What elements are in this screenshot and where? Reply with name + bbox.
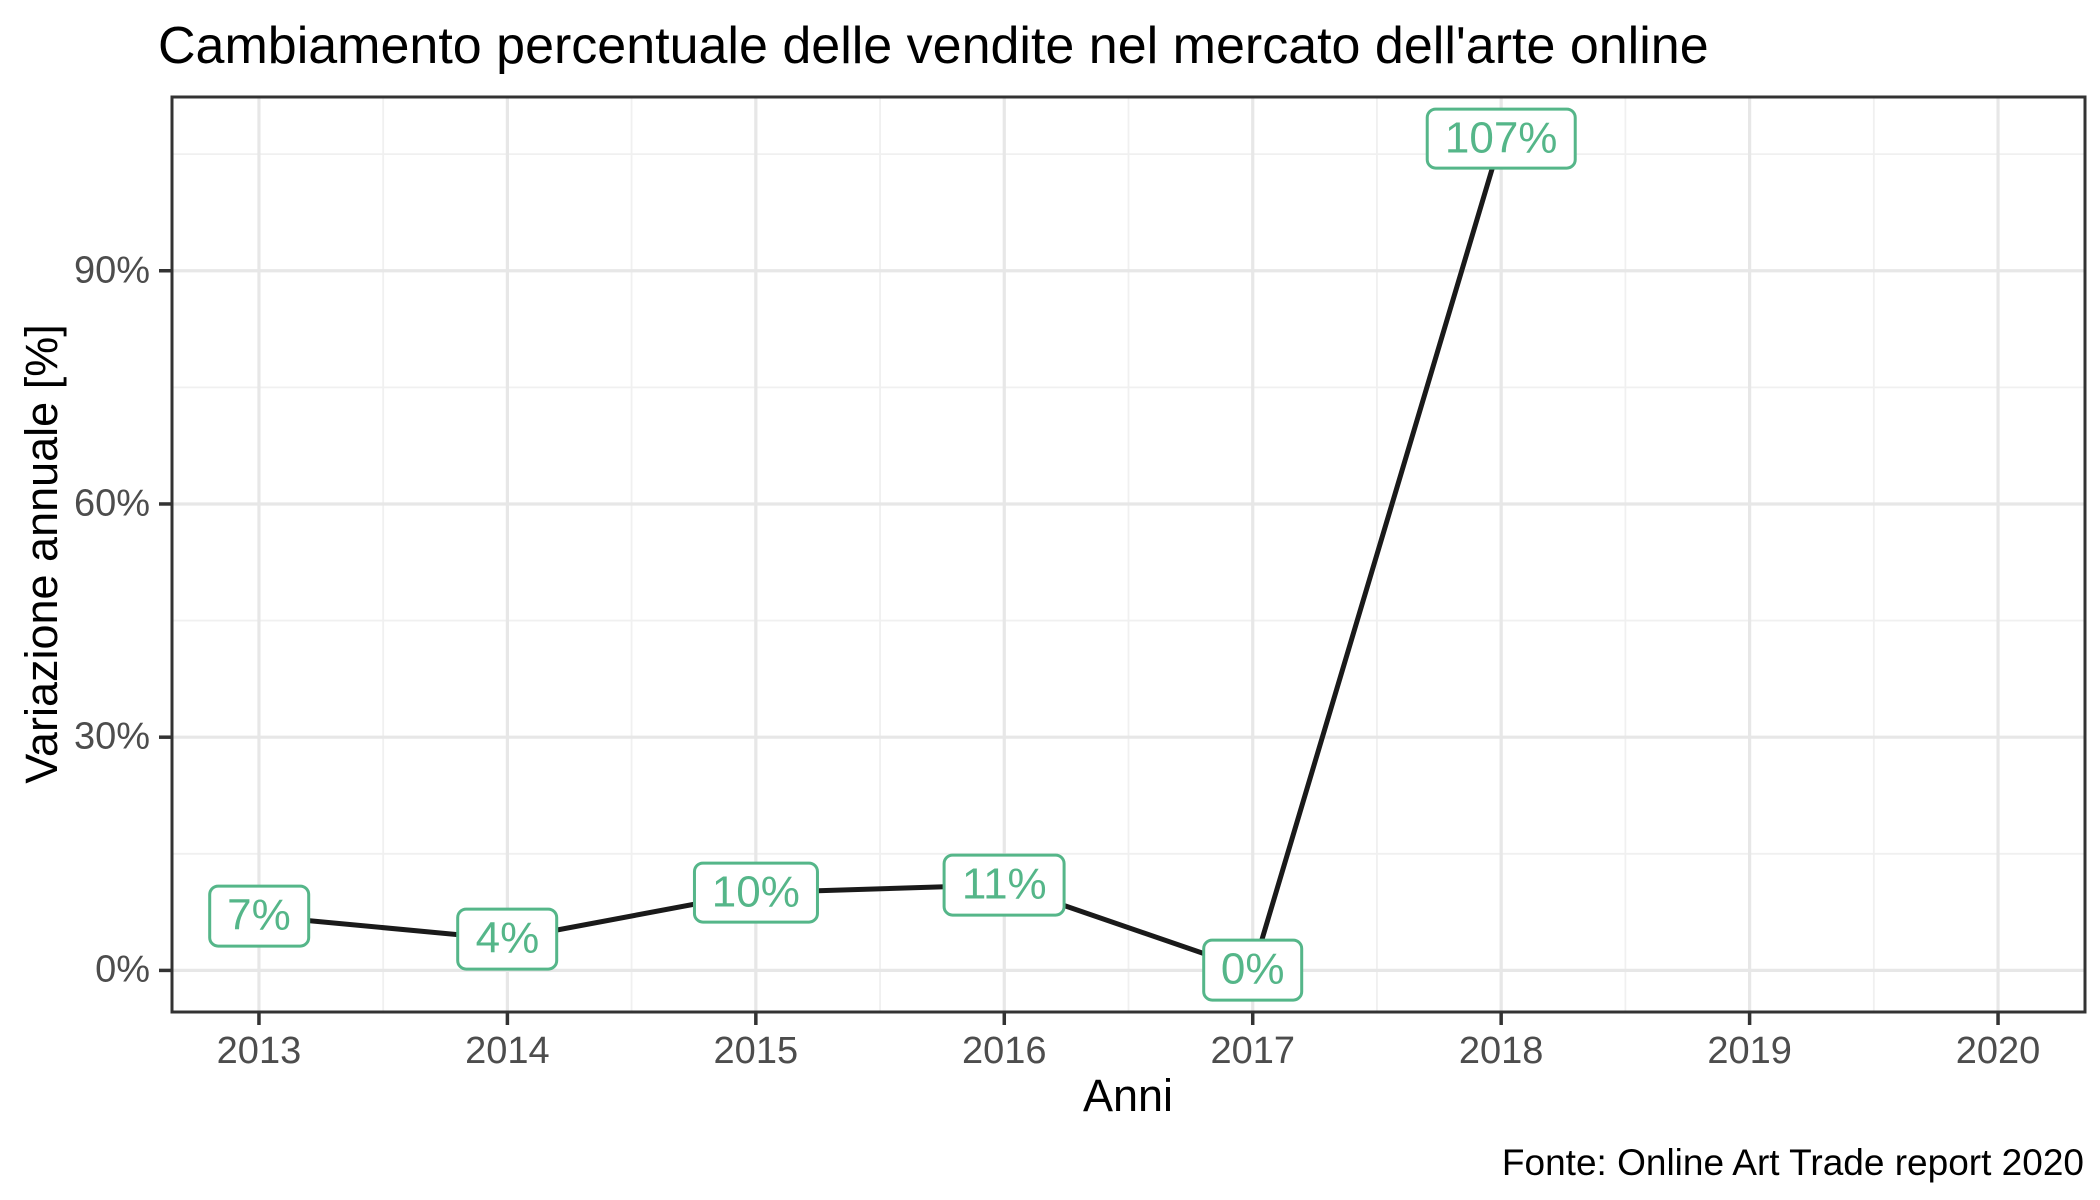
- x-tick-label: 2013: [216, 1030, 302, 1072]
- x-tick-label: 2018: [1458, 1030, 1544, 1072]
- x-tick-label: 2019: [1707, 1030, 1792, 1072]
- data-point-label: 10%: [692, 861, 819, 925]
- x-tick-label: 2016: [961, 1030, 1047, 1072]
- data-point-label: 11%: [942, 853, 1066, 917]
- y-tick-label: 90%: [73, 249, 150, 292]
- x-tick-label: 2020: [1955, 1030, 2041, 1072]
- data-point-label: 107%: [1425, 107, 1577, 170]
- x-tick-label: 2015: [713, 1030, 799, 1072]
- data-point-label: 4%: [456, 907, 559, 971]
- panel-border: [170, 95, 2087, 1014]
- y-tick-label: 0%: [95, 948, 150, 991]
- chart-title: Cambiamento percentuale delle vendite ne…: [158, 17, 1709, 75]
- x-tick-label: 2017: [1210, 1030, 1295, 1072]
- caption: Fonte: Online Art Trade report 2020: [1501, 1142, 2084, 1183]
- x-axis-title: Anni: [1082, 1070, 1174, 1121]
- y-tick-label: 60%: [73, 482, 150, 525]
- x-tick-label: 2014: [465, 1030, 550, 1072]
- data-point-label: 7%: [208, 884, 310, 948]
- y-tick-label: 30%: [73, 715, 150, 758]
- data-point-label: 0%: [1201, 939, 1304, 1002]
